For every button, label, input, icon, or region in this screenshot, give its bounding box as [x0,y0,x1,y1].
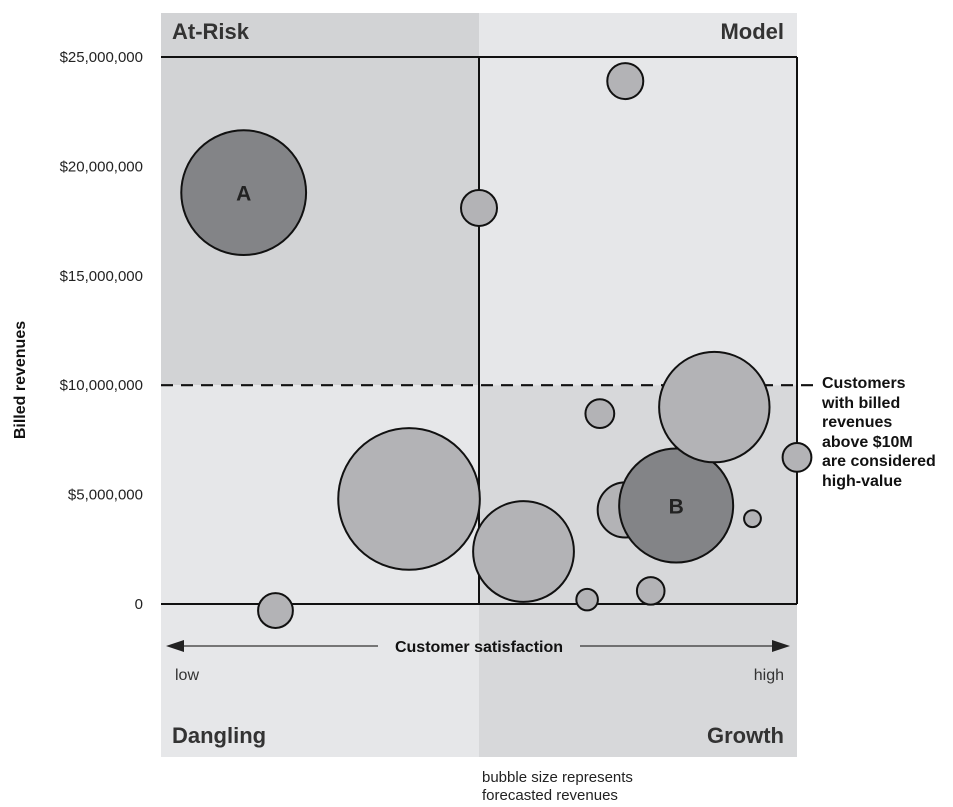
threshold-note-line: revenues [822,414,893,431]
quadrant-label-model: Model [720,19,784,44]
footer-band-left [161,604,479,757]
y-tick-label: $25,000,000 [60,49,143,66]
header-band-left [161,13,479,57]
bubble-label: A [236,183,251,206]
y-tick-label: $10,000,000 [60,377,143,394]
size-legend-line: bubble size represents [482,769,633,786]
y-tick-label: $20,000,000 [60,158,143,175]
threshold-note-line: above $10M [822,433,913,451]
bubble [575,587,599,612]
bubble [635,576,666,606]
threshold-note-line: are considered [822,453,936,470]
y-tick-label: $15,000,000 [60,268,143,285]
y-tick-label: $5,000,000 [68,487,143,504]
bubble [472,500,575,603]
header-band-right [479,13,797,57]
x-axis-annotation: Customer satisfaction low high [166,639,790,684]
x-axis-high-label: high [754,667,784,684]
bubble [743,509,762,529]
bubble [618,447,735,564]
threshold-note-line: Customers [822,375,906,392]
quadrant-label-growth: Growth [707,723,784,748]
bubble [460,188,498,227]
bubble [658,350,771,464]
quadrant-labels: At-Risk Model Dangling Growth [172,19,784,748]
x-axis-low-label: low [175,667,199,684]
bubble [180,129,308,257]
threshold-note-line: high-value [822,472,903,490]
bubble [584,398,616,430]
y-tick-label: 0 [135,596,143,613]
size-legend-line: forecasted revenues [482,787,618,804]
size-legend: bubble size represents forecasted revenue… [482,769,682,805]
threshold-note-line: with billed [822,394,901,412]
x-arrow-head-left [166,640,184,652]
bubbles: AB [180,62,813,629]
quadrant-label-at-risk: At-Risk [172,19,250,44]
y-axis-title-group: Billed revenues [12,321,29,439]
bubble [781,442,813,473]
x-arrow-head-right [772,640,790,652]
bubble [337,427,481,571]
bubble [606,62,645,101]
y-axis-title: Billed revenues [12,321,29,439]
footer-band-right [479,604,797,757]
threshold-note: Customers with billed revenues above $10M ar… [822,374,950,491]
quadrant-label-dangling: Dangling [172,723,266,748]
bubble-label: B [669,496,684,519]
y-axis-ticks: 0 $5,000,000 $10,000,000 $15,000,000 $20,000… [60,49,143,613]
x-axis-title: Customer satisfaction [395,639,563,656]
bubble [257,592,294,629]
